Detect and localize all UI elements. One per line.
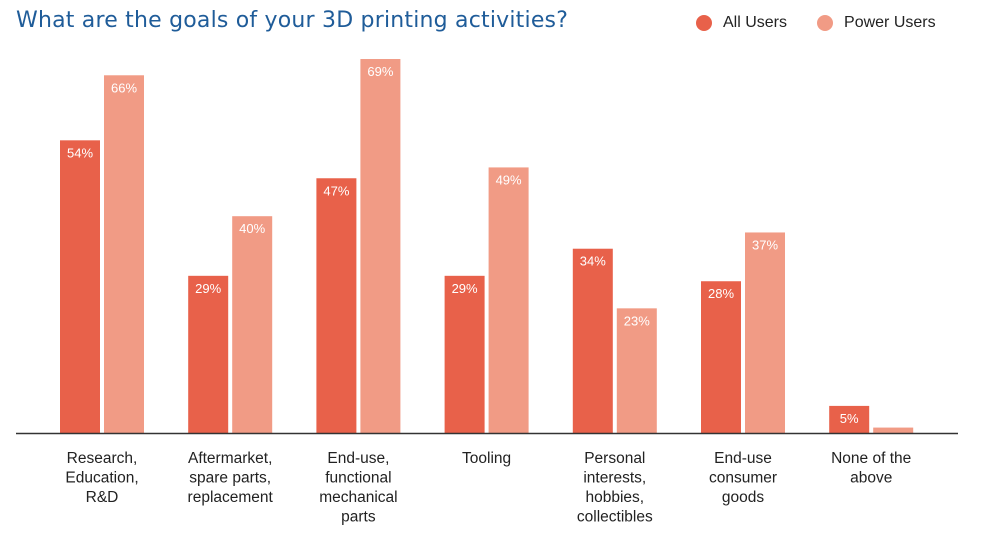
chart-title: What are the goals of your 3D printing a…	[16, 8, 569, 33]
data-label-all-users-1: 29%	[195, 281, 221, 296]
data-label-power-users-3: 49%	[496, 172, 522, 187]
legend-item-all-users: All Users	[696, 14, 787, 32]
legend-swatch-all-users	[696, 15, 712, 31]
bar-power-users-5	[745, 232, 785, 433]
bar-power-users-1	[232, 216, 273, 433]
category-label-0: Research, Education, R&D	[65, 450, 138, 506]
bar-all-users-5	[701, 281, 741, 433]
data-label-all-users-6: 5%	[840, 411, 859, 426]
category-label-4: Personal interests, hobbies, collectibles	[577, 450, 653, 526]
legend-label-power-users: Power Users	[844, 14, 936, 31]
data-label-all-users-2: 47%	[323, 183, 349, 198]
legend-item-power-users: Power Users	[817, 14, 936, 32]
category-label-5: End-use consumer goods	[709, 450, 777, 506]
category-label-1: Aftermarket, spare parts, replacement	[188, 450, 274, 506]
bar-all-users-6	[829, 405, 870, 433]
bar-power-users-3	[488, 167, 529, 434]
bar-all-users-2	[316, 178, 357, 433]
category-label-3: Tooling	[462, 450, 511, 467]
legend: All Users Power Users	[696, 14, 936, 32]
legend-swatch-power-users	[817, 15, 834, 31]
data-label-all-users-3: 29%	[452, 281, 478, 296]
data-label-power-users-5: 37%	[752, 237, 778, 252]
data-label-power-users-6: 1%	[884, 410, 903, 425]
bar-all-users-0	[60, 140, 100, 433]
data-label-power-users-2: 69%	[367, 64, 393, 79]
bar-power-users-0	[104, 75, 144, 433]
category-label-6: None of the above	[831, 450, 911, 487]
bar-power-users-6	[873, 427, 914, 433]
data-label-power-users-1: 40%	[239, 221, 265, 236]
data-label-power-users-0: 66%	[111, 80, 137, 95]
data-label-all-users-4: 34%	[580, 254, 606, 269]
bar-power-users-2	[360, 59, 401, 434]
bar-power-users-4	[616, 308, 657, 433]
data-label-all-users-0: 54%	[67, 145, 93, 160]
data-label-all-users-5: 28%	[708, 286, 734, 301]
category-label-2: End-use, functional mechanical parts	[319, 450, 397, 526]
bar-all-users-3	[444, 275, 485, 433]
bar-all-users-1	[188, 275, 229, 433]
legend-label-all-users: All Users	[723, 14, 788, 31]
bar-all-users-4	[572, 248, 613, 433]
data-label-power-users-4: 23%	[624, 313, 650, 328]
